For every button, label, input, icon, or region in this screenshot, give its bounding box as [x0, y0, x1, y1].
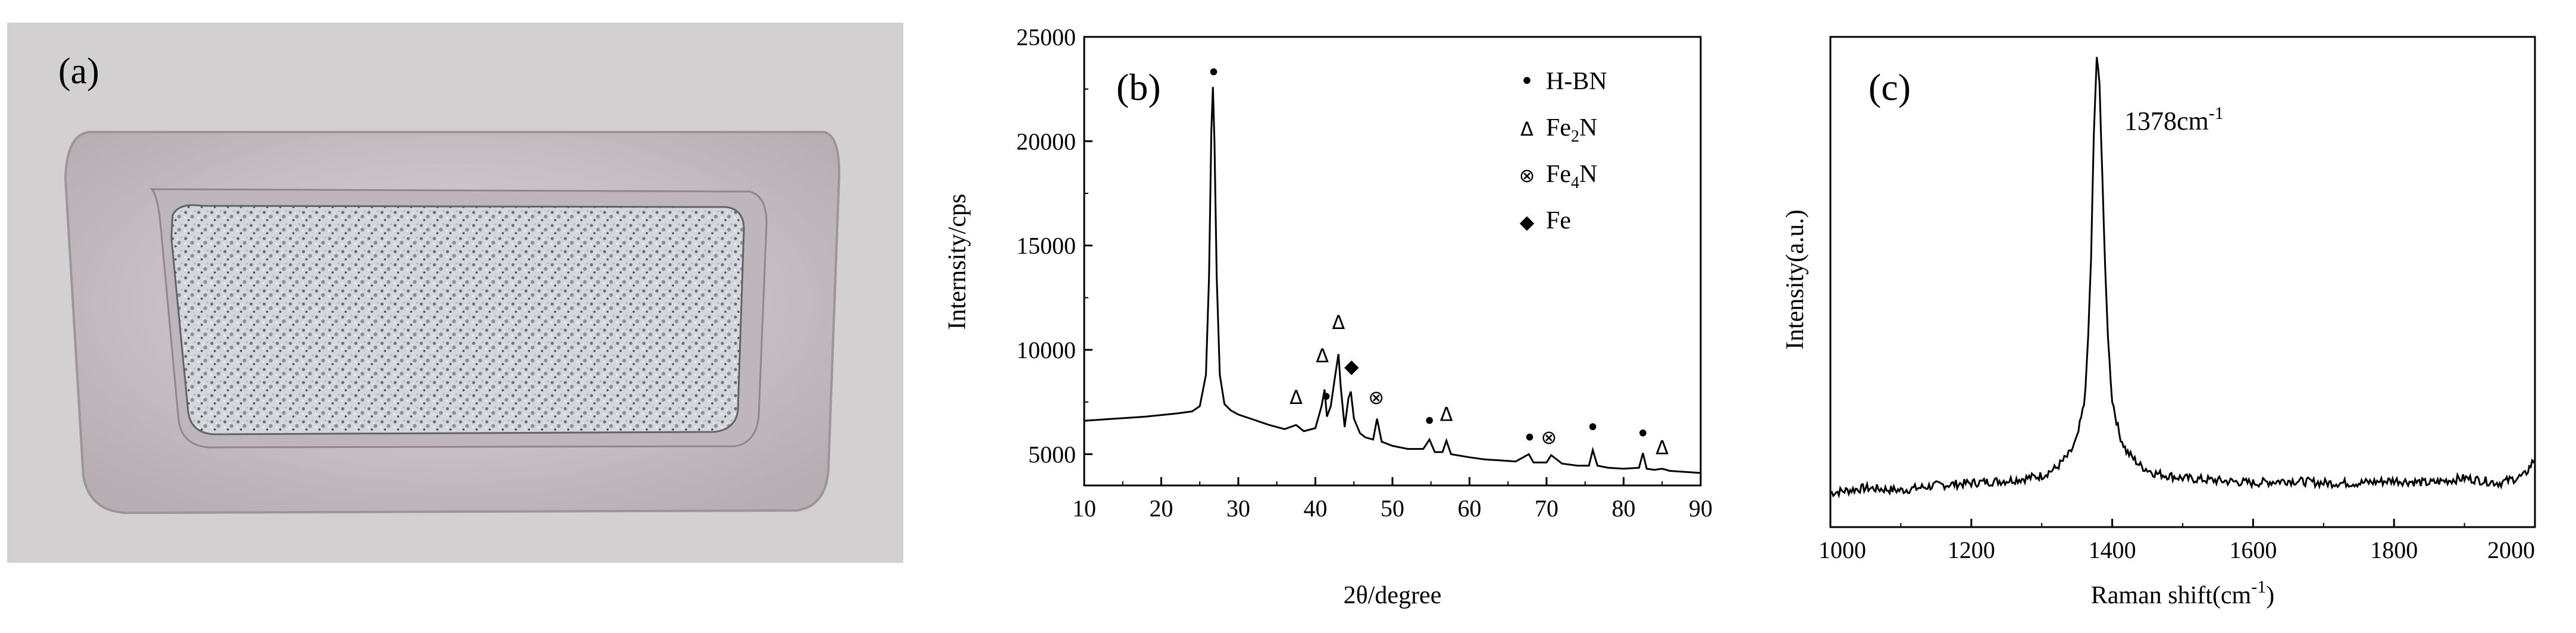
xrd-peak-marker: Δ: [1655, 436, 1669, 459]
xrd-peak-marker: •: [1319, 384, 1334, 411]
xrd-peak-marker: ◆: [1344, 355, 1359, 378]
xrd-peak-marker: Δ: [1332, 311, 1345, 334]
legend-label: Fe2N: [1546, 114, 1597, 146]
xrd-x-tick-label: 70: [1535, 495, 1558, 522]
legend-label: Fe: [1546, 207, 1571, 234]
raman-x-tick-label: 1800: [2370, 537, 2418, 563]
legend-label: Fe4N: [1546, 161, 1597, 192]
xrd-y-tick-label: 20000: [1016, 128, 1076, 155]
raman-series-line: [1830, 57, 2536, 499]
xrd-peak-marker: ⊗: [1541, 426, 1557, 449]
raman-y-axis-label: Intensity(a.u.): [1782, 209, 1809, 350]
xrd-peak-marker: •: [1523, 424, 1537, 452]
raman-x-axis-label: Raman shift(cm-1): [2091, 577, 2274, 609]
xrd-x-axis-label: 2θ/degree: [1344, 582, 1442, 609]
raman-peak-label: 1378cm-1: [2124, 104, 2224, 136]
panel-b-xrd-chart: 10 20 30 40 50 60 70 80 90 5000 10000 15000 20000 250…: [944, 24, 1713, 609]
xrd-y-tick-label: 25000: [1016, 24, 1076, 51]
xrd-x-tick-label: 30: [1226, 495, 1250, 522]
xrd-peak-marker: ⊗: [1368, 386, 1384, 409]
panel-a-label: (a): [58, 51, 99, 92]
xrd-x-tick-label: 60: [1458, 495, 1482, 522]
legend-marker: ◆: [1520, 211, 1535, 233]
panel-c-raman-chart: 1000 1200 1400 1600 1800 2000 (c) 1378cm-1 Ra…: [1782, 36, 2536, 609]
xrd-peak-marker: Δ: [1440, 403, 1453, 425]
raman-x-tick-label: 2000: [2487, 537, 2535, 563]
xrd-peak-marker: •: [1636, 420, 1650, 447]
xrd-y-tick-label: 10000: [1016, 337, 1076, 363]
legend-marker: •: [1520, 68, 1534, 95]
panel-a: (a): [7, 23, 903, 563]
xrd-x-tick-label: 80: [1612, 495, 1636, 522]
xrd-y-tick-label: 15000: [1016, 233, 1076, 259]
legend-marker: Δ: [1520, 118, 1533, 140]
xrd-peak-marker: •: [1586, 414, 1600, 441]
xrd-x-tick-label: 40: [1304, 495, 1328, 522]
panel-c-label: (c): [1868, 66, 1911, 108]
xrd-legend: • H-BN Δ Fe2N ⊗ Fe4N ◆ Fe: [1519, 68, 1607, 234]
xrd-series-line: [1084, 87, 1701, 474]
xrd-peak-marker: Δ: [1316, 344, 1329, 367]
xrd-x-tick-label: 90: [1689, 495, 1713, 522]
legend-marker: ⊗: [1519, 164, 1535, 187]
xrd-plot-frame: [1083, 36, 1702, 487]
raman-x-tick-label: 1400: [2089, 537, 2136, 563]
powder-sample: [170, 204, 745, 435]
xrd-x-tick-label: 50: [1381, 495, 1404, 522]
panel-b-label: (b): [1116, 66, 1161, 108]
xrd-y-axis-label: Internsity/cps: [944, 194, 971, 330]
xrd-peak-marker: •: [1422, 408, 1436, 435]
xrd-peak-marker: Δ: [1289, 386, 1303, 409]
raman-x-tick-label: 1000: [1818, 537, 1866, 563]
xrd-x-tick-label: 20: [1150, 495, 1173, 522]
raman-x-tick-label: 1600: [2229, 537, 2277, 563]
xrd-y-tick-label: 5000: [1028, 441, 1076, 468]
raman-x-tick-label: 1200: [1948, 537, 1995, 563]
legend-label: H-BN: [1546, 68, 1607, 95]
xrd-x-tick-label: 10: [1072, 495, 1096, 522]
xrd-peak-marker: •: [1207, 59, 1221, 87]
